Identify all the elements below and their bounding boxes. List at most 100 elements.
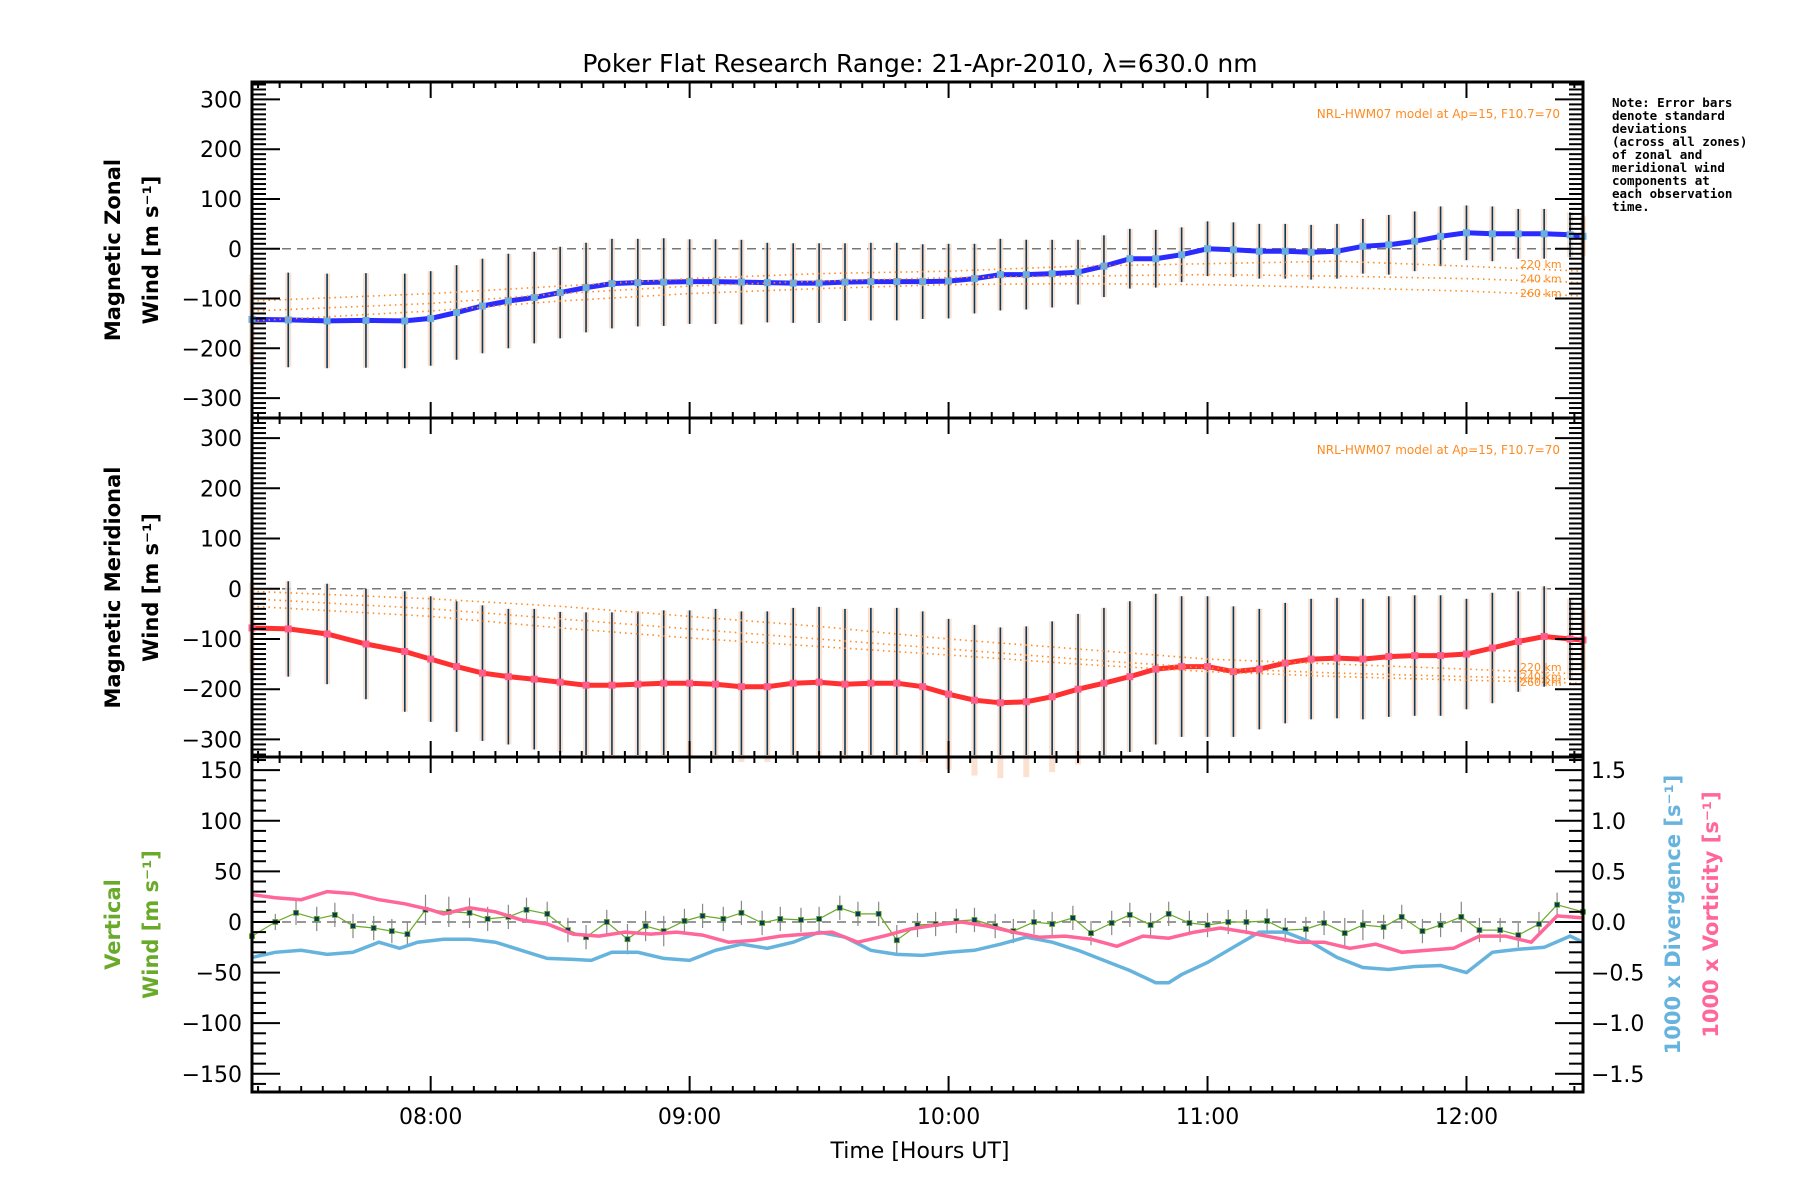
x-axis: 08:00 09:00 10:00 11:00 12:00	[399, 1105, 1498, 1130]
data-point	[699, 912, 706, 919]
data-point	[763, 683, 771, 691]
data-point	[738, 909, 745, 916]
data-point	[1069, 915, 1076, 921]
note-line: time.	[1612, 199, 1650, 214]
altitude-label: 240 km	[1520, 671, 1562, 684]
series-line	[251, 282, 1584, 322]
data-point	[1049, 921, 1056, 927]
data-point	[1126, 673, 1134, 681]
data-point	[1359, 922, 1366, 928]
data-point	[919, 278, 927, 286]
y-tick-label: 50	[214, 860, 242, 885]
data-point	[996, 271, 1004, 279]
data-point	[1178, 663, 1186, 671]
data-point	[608, 280, 616, 288]
y-tick-label: 200	[200, 477, 242, 502]
data-point	[945, 690, 953, 698]
data-point	[1243, 919, 1250, 925]
data-point	[1488, 644, 1496, 652]
data-point	[1462, 229, 1470, 237]
y-tick-label: 100	[200, 188, 242, 213]
data-point	[893, 278, 901, 286]
data-point	[1108, 920, 1115, 926]
data-point	[1514, 230, 1522, 238]
x-tick-label: 09:00	[658, 1105, 721, 1130]
data-point	[737, 278, 745, 286]
data-point	[1536, 921, 1542, 927]
model-annotation: NRL-HWM07 model at Ap=15, F10.7=70	[1317, 443, 1560, 457]
data-point	[323, 630, 331, 638]
data-point	[798, 917, 804, 923]
data-point	[603, 919, 610, 925]
data-point	[427, 314, 435, 322]
data-point	[404, 931, 411, 938]
y-axis-title: Wind [m s⁻¹]	[139, 513, 163, 662]
y-tick-label: 100	[200, 810, 242, 835]
data-point	[1074, 685, 1082, 693]
x-tick-label: 12:00	[1435, 1105, 1498, 1130]
altitude-label: 220 km	[1520, 661, 1562, 674]
data-point	[530, 294, 538, 302]
altitude-label: 240 km	[1520, 273, 1562, 286]
data-point	[453, 308, 461, 316]
data-point	[504, 297, 512, 305]
data-point	[815, 279, 823, 287]
data-point	[1204, 922, 1211, 928]
data-point	[1229, 246, 1237, 254]
y-tick-label: −100	[182, 288, 242, 313]
data-point	[789, 279, 797, 287]
data-point	[1497, 927, 1504, 933]
x-tick-label: 08:00	[399, 1105, 462, 1130]
panel-vertical: 150 100 50 0 −50 −100 −150 1.5 1.0 0.5 0.0 −0.5 −1.0…	[101, 755, 1723, 1094]
data-point	[504, 673, 512, 681]
right-axis-title: 1000 x Vorticity [s⁻¹]	[1699, 791, 1723, 1037]
data-point	[1540, 632, 1548, 640]
data-point	[1022, 698, 1030, 706]
series-1000-x-vorticity	[251, 889, 1584, 955]
note-line: of zonal and	[1612, 147, 1702, 162]
data-point	[350, 923, 356, 929]
series-1000-x-divergence	[251, 930, 1584, 985]
y-tick-label: −200	[182, 337, 242, 362]
data-point	[1126, 911, 1133, 918]
data-point	[1147, 922, 1154, 928]
y-axis-title: Magnetic Meridional	[101, 467, 125, 709]
x-tick-label: 10:00	[917, 1105, 980, 1130]
y-tick-label: 0	[228, 911, 242, 936]
series-hwm07-260-km	[251, 282, 1584, 322]
y-tick-label: −100	[182, 1012, 242, 1037]
data-point	[1281, 659, 1289, 667]
panel-meridional: NRL-HWM07 model at Ap=15, F10.7=70 220 km…	[101, 416, 1587, 779]
y-tick-label: −200	[182, 678, 242, 703]
y-tick-label: 300	[200, 427, 242, 452]
data-point	[1437, 232, 1445, 240]
note-line: each observation	[1612, 186, 1732, 201]
data-point	[1229, 668, 1237, 676]
right-y-tick-label: 0.0	[1591, 911, 1626, 936]
series-line	[251, 260, 1584, 302]
data-point	[816, 916, 822, 922]
data-point	[1204, 245, 1212, 253]
data-point	[1554, 901, 1561, 908]
data-point	[634, 279, 642, 287]
data-point	[453, 663, 461, 671]
data-point	[720, 916, 727, 922]
data-point	[556, 289, 564, 297]
note-line: (across all zones)	[1612, 134, 1747, 149]
data-point	[634, 680, 642, 688]
series-hwm07-240-km	[251, 273, 1584, 312]
data-point	[737, 683, 745, 691]
data-point	[608, 681, 616, 689]
data-point	[1088, 930, 1094, 937]
panel-zonal: NRL-HWM07 model at Ap=15, F10.7=70 220 km…	[101, 80, 1587, 420]
y-axis-title: Wind [m s⁻¹]	[139, 176, 163, 325]
data-point	[1385, 241, 1393, 249]
series-hwm07-220-km	[251, 260, 1584, 302]
data-point	[427, 655, 435, 663]
data-point	[478, 669, 486, 677]
series-line	[251, 590, 1584, 675]
right-y-tick-label: 1.5	[1591, 759, 1626, 784]
data-point	[388, 928, 395, 934]
